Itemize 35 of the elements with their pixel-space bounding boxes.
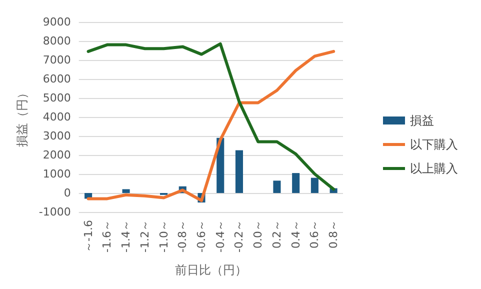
x-tick-label: 0.4～ [289,220,302,248]
x-tick-label: -1.6～ [100,220,114,252]
bar [235,150,244,193]
legend-label: 以上購入 [410,162,458,176]
legend-label: 以下購入 [410,138,458,152]
y-tick-label: 6000 [42,72,71,86]
x-tick-label: -0.8～ [176,220,190,252]
y-tick-label: 1000 [42,168,71,180]
x-axis-title: 前日比（円） [174,263,247,277]
legend-label: 損益 [410,114,434,128]
y-tick-label: 3000 [42,130,71,142]
bar [310,178,318,193]
x-tick-label: -0.6～ [195,220,208,252]
y-tick-label: -1000 [38,206,71,218]
x-tick-label: 0.0～ [252,220,265,248]
y-tick-label: 4000 [42,110,71,124]
y-tick-label: 2000 [42,148,71,162]
x-tick-label: ～-1.6 [82,220,95,252]
x-tick-label: 0.8～ [327,220,340,248]
y-axis-title: 損益（円） [15,87,29,147]
bar [122,189,130,193]
x-tick-label: -0.4～ [214,220,227,252]
bar [292,173,300,193]
x-tick-label: -1.2～ [138,220,152,252]
y-tick-label: 9000 [42,16,71,28]
x-tick-label: -1.4～ [120,220,133,252]
x-tick-label: -0.2～ [232,220,246,252]
x-tick-label: 0.6～ [308,220,322,248]
bar [273,180,281,193]
y-tick-label: 0 [64,186,71,200]
y-tick-label: 8000 [42,34,71,48]
y-tick-label: 7000 [42,54,71,66]
x-tick-label: -1.0～ [157,220,170,252]
y-tick-label: 5000 [42,92,71,104]
x-tick-label: 0.2～ [270,220,284,248]
